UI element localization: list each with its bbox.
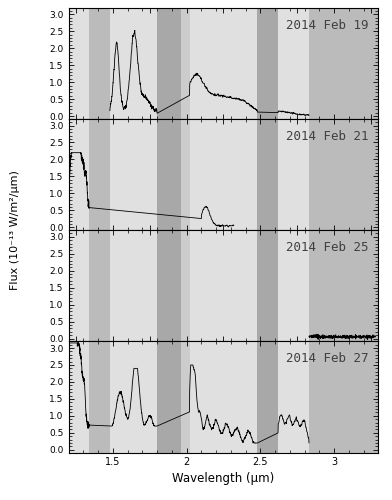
Bar	[309, 341, 378, 452]
Text: 2014 Feb 21: 2014 Feb 21	[287, 130, 369, 143]
Bar	[181, 341, 189, 452]
Bar	[258, 8, 278, 118]
Bar	[89, 118, 110, 230]
Text: Flux (10⁻¹³ W/m²/μm): Flux (10⁻¹³ W/m²/μm)	[10, 170, 20, 290]
Bar	[157, 230, 181, 341]
Bar	[309, 230, 378, 341]
Bar	[157, 341, 181, 452]
Bar	[181, 118, 189, 230]
Bar	[309, 8, 378, 118]
Bar	[157, 118, 181, 230]
Bar	[89, 8, 110, 118]
Bar	[181, 8, 189, 118]
Bar	[89, 341, 110, 452]
Bar	[157, 8, 181, 118]
Bar	[258, 230, 278, 341]
Bar	[258, 118, 278, 230]
Bar	[309, 118, 378, 230]
Bar	[181, 230, 189, 341]
Text: 2014 Feb 19: 2014 Feb 19	[287, 18, 369, 32]
Bar	[258, 341, 278, 452]
Text: 2014 Feb 27: 2014 Feb 27	[287, 352, 369, 366]
Bar	[89, 230, 110, 341]
X-axis label: Wavelength (μm): Wavelength (μm)	[172, 472, 274, 484]
Text: 2014 Feb 25: 2014 Feb 25	[287, 241, 369, 254]
